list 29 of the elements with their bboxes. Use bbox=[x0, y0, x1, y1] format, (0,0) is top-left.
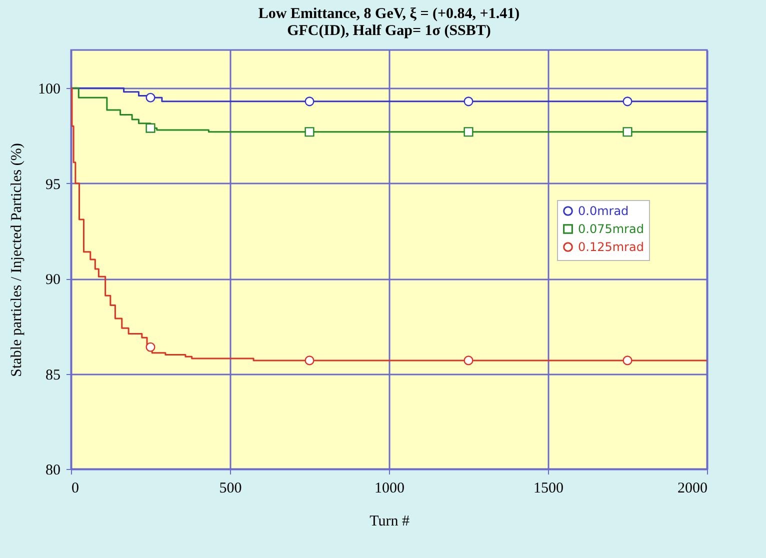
x-tick-label: 0 bbox=[72, 480, 79, 496]
x-tick-label: 500 bbox=[219, 480, 242, 496]
x-tick-label: 1000 bbox=[374, 480, 404, 496]
point bbox=[304, 356, 314, 366]
point bbox=[146, 123, 156, 133]
x-tick-label: 2000 bbox=[678, 480, 708, 496]
y-tick-label: 90 bbox=[46, 272, 60, 288]
point bbox=[146, 92, 156, 102]
text: Low Emittance, 8 GeV, ξ = (+0.84, +1.41) bbox=[258, 6, 520, 22]
legend-label: 0.075mrad bbox=[578, 222, 644, 236]
y-tick-label: 95 bbox=[46, 176, 60, 193]
point bbox=[146, 342, 156, 352]
y-tick-label: 85 bbox=[46, 367, 60, 384]
legend-label: 0.0mrad bbox=[578, 204, 629, 218]
point bbox=[304, 96, 314, 106]
text: GFC(ID), Half Gap= 1σ (SSBT) bbox=[287, 23, 491, 39]
point bbox=[464, 127, 474, 137]
point bbox=[304, 127, 314, 137]
point bbox=[622, 127, 632, 137]
x-axis-title: Turn # bbox=[370, 514, 410, 530]
point bbox=[622, 96, 632, 106]
point bbox=[464, 96, 474, 106]
y-tick-label: 100 bbox=[38, 82, 60, 98]
point bbox=[464, 356, 474, 366]
legend-label: 0.125mrad bbox=[578, 240, 644, 254]
point bbox=[622, 356, 632, 366]
y-tick-label: 80 bbox=[46, 462, 60, 478]
x-tick-label: 1500 bbox=[534, 480, 564, 496]
y-axis-title: Stable particles / Injected Particles (%) bbox=[9, 143, 25, 377]
